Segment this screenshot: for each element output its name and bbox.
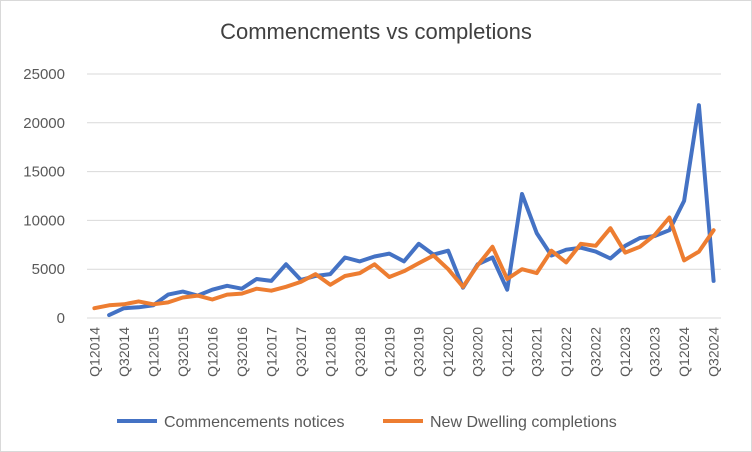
x-tick-label: Q32023 xyxy=(647,327,663,377)
y-tick-label: 10000 xyxy=(23,212,65,229)
x-tick-label: Q12015 xyxy=(145,327,161,377)
x-tick-label: Q12018 xyxy=(322,327,338,377)
x-tick-label: Q12019 xyxy=(381,327,397,377)
y-tick-label: 5000 xyxy=(32,261,65,278)
x-tick-label: Q32017 xyxy=(293,327,309,377)
x-tick-label: Q32018 xyxy=(352,327,368,377)
y-tick-label: 20000 xyxy=(23,115,65,132)
x-tick-label: Q32024 xyxy=(706,327,722,377)
chart-title: Commencments vs completions xyxy=(220,19,532,44)
x-tick-label: Q32016 xyxy=(234,327,250,377)
series-line-1 xyxy=(92,215,716,311)
x-tick-label: Q12022 xyxy=(558,327,574,377)
x-tick-label: Q32015 xyxy=(175,327,191,377)
y-axis-ticks: 0 5000 10000 15000 20000 25000 xyxy=(23,66,65,327)
x-tick-label: Q32022 xyxy=(588,327,604,377)
x-tick-label: Q12020 xyxy=(440,327,456,377)
gridlines xyxy=(87,73,721,319)
x-tick-label: Q12021 xyxy=(499,327,515,377)
legend: Commencements notices New Dwelling comple… xyxy=(117,414,617,431)
y-tick-label: 15000 xyxy=(23,164,65,181)
x-tick-label: Q12017 xyxy=(263,327,279,377)
x-tick-label: Q32020 xyxy=(470,327,486,377)
legend-label: Commencements notices xyxy=(164,414,345,431)
x-tick-label: Q12016 xyxy=(204,327,220,377)
x-tick-label: Q12014 xyxy=(86,327,102,377)
x-tick-label: Q12023 xyxy=(617,327,633,377)
y-tick-label: 25000 xyxy=(23,66,65,83)
x-axis-ticks: Q12014 Q32014 Q12015 Q32015 Q12016 Q32016 Q120… xyxy=(86,327,721,377)
legend-label: New Dwelling completions xyxy=(430,414,617,431)
series-line-0 xyxy=(107,103,716,318)
x-tick-label: Q32019 xyxy=(411,327,427,377)
y-tick-label: 0 xyxy=(57,310,65,327)
x-tick-label: Q12024 xyxy=(676,327,692,377)
series-lines xyxy=(92,103,716,318)
x-tick-label: Q32014 xyxy=(116,327,132,377)
x-tick-label: Q32021 xyxy=(529,327,545,377)
